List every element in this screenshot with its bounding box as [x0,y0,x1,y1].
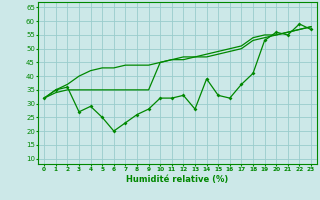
X-axis label: Humidité relative (%): Humidité relative (%) [126,175,229,184]
